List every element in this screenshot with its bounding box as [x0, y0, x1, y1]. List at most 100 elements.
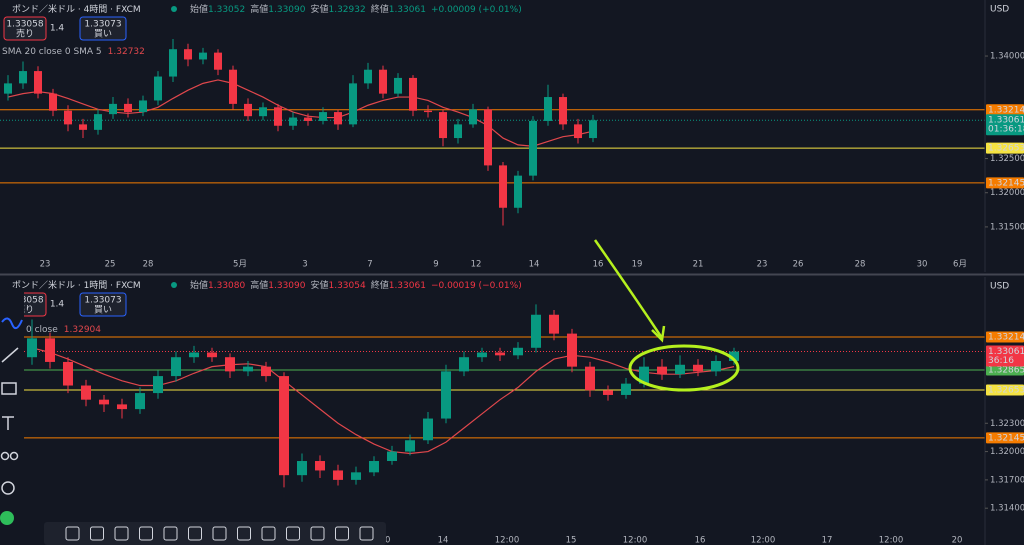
candle-body: [81, 385, 91, 400]
candle-body: [549, 314, 559, 334]
ohlc-label: 始値: [190, 279, 208, 291]
candle-body: [621, 383, 631, 395]
candle-body: [349, 83, 357, 125]
price-level-label: 1.32865: [988, 365, 1024, 375]
candle-body: [199, 52, 207, 60]
tool-play[interactable]: [0, 511, 14, 525]
ohlc-value: 1.33080: [208, 281, 245, 291]
sma-line: [7, 79, 594, 147]
candle-body: [513, 347, 523, 356]
drawing-tool[interactable]: [359, 526, 374, 541]
buy-price: 1.33073: [84, 296, 121, 306]
candle-body: [229, 69, 237, 104]
y-tick-label: 1.34000: [990, 52, 1024, 62]
sell-button[interactable]: [3, 16, 47, 41]
x-tick-label: 14: [438, 536, 449, 545]
drawing-tool[interactable]: [188, 526, 202, 541]
candle-body: [585, 366, 595, 391]
candle-body: [484, 109, 492, 166]
drawing-tool[interactable]: [114, 526, 129, 541]
ohlc-value: 1.33054: [328, 281, 365, 291]
candle-body: [559, 97, 567, 125]
x-tick-label: 14: [529, 260, 540, 270]
candle-body: [34, 71, 42, 94]
drawing-tool[interactable]: [163, 526, 178, 541]
ohlc-label: 高値: [250, 279, 268, 291]
tool-measure[interactable]: [0, 451, 10, 461]
candle-body: [19, 71, 27, 84]
tool-rect[interactable]: [1, 382, 17, 395]
candle-body: [333, 470, 343, 480]
x-tick-label: 12:00: [879, 536, 904, 545]
ohlc-value: 1.33052: [208, 5, 245, 15]
candle-body: [495, 352, 505, 356]
drawing-tool[interactable]: [65, 526, 80, 541]
spread: 1.4: [50, 24, 65, 34]
ohlc-value: 1.33061: [389, 5, 426, 15]
sma-line: [31, 347, 735, 455]
ohlc-value: 1.33090: [268, 5, 305, 15]
last-price-label: 1.33061: [988, 116, 1024, 126]
annotation-arrow: [593, 239, 664, 339]
tool-line[interactable]: [1, 347, 19, 363]
drawing-toolbar: [44, 522, 386, 545]
candle-body: [244, 103, 252, 117]
drawing-tool[interactable]: [212, 526, 227, 541]
y-tick-label: 1.32500: [990, 154, 1024, 164]
drawing-tool[interactable]: [237, 526, 251, 541]
candle-body: [274, 107, 282, 126]
indicator-value: 1.32904: [64, 325, 101, 335]
candle-body: [94, 114, 102, 130]
x-tick-label: 12:00: [751, 536, 776, 545]
drawing-tool[interactable]: [286, 526, 300, 541]
candle-body: [439, 112, 447, 139]
candle-body: [454, 124, 462, 139]
candle-body: [49, 93, 57, 111]
candle-body: [304, 117, 312, 121]
candle-body: [639, 366, 649, 384]
price-level-tag: [986, 384, 1024, 396]
tool-text[interactable]: [2, 416, 14, 430]
candle-body: [189, 352, 199, 358]
buy-label: 買い: [94, 305, 112, 316]
buy-price: 1.33073: [84, 20, 121, 30]
x-tick-label: 30: [917, 260, 928, 270]
status-dot: [171, 6, 177, 12]
drawing-tool[interactable]: [335, 526, 349, 541]
drawing-tool[interactable]: [310, 526, 325, 541]
candle-body: [171, 357, 181, 377]
ohlc-label: 安値: [310, 3, 328, 15]
buy-button[interactable]: [79, 292, 127, 317]
ohlc-label: 始値: [190, 3, 208, 15]
candle-body: [169, 49, 177, 77]
sell-price: 1.33058: [6, 20, 43, 30]
candle-body: [139, 100, 147, 113]
annotation-arrowhead: [651, 325, 666, 343]
candle-body: [184, 49, 192, 60]
indicator-value: 1.32732: [108, 47, 145, 57]
candle-body: [514, 175, 522, 208]
candle-body: [289, 117, 297, 126]
tool-reset[interactable]: [1, 481, 15, 495]
drawing-tool[interactable]: [90, 526, 104, 541]
candle-body: [124, 103, 132, 113]
x-tick-label: 23: [40, 260, 51, 270]
symbol: ポンド／米ドル · 1時間 · FXCM: [12, 279, 141, 291]
ohlc-label: 安値: [310, 279, 328, 291]
drawing-tool[interactable]: [261, 526, 276, 541]
tool-pen[interactable]: [1, 317, 23, 330]
candle-body: [27, 338, 37, 358]
candle-body: [574, 124, 582, 139]
buy-button[interactable]: [79, 16, 127, 41]
price-level-tag: [986, 177, 1024, 189]
candle-body: [109, 103, 117, 115]
x-tick-label: 3: [302, 260, 307, 270]
price-level-tag: [986, 364, 1024, 376]
change: +0.00009 (+0.01%): [431, 5, 522, 15]
last-price-tag: [986, 114, 1024, 136]
tool-measure2[interactable]: [9, 451, 19, 461]
candle-body: [657, 366, 667, 375]
indicator: 0 close 1.32904: [26, 325, 101, 335]
ohlc-label: 終値: [371, 3, 389, 15]
drawing-tool[interactable]: [139, 526, 153, 541]
